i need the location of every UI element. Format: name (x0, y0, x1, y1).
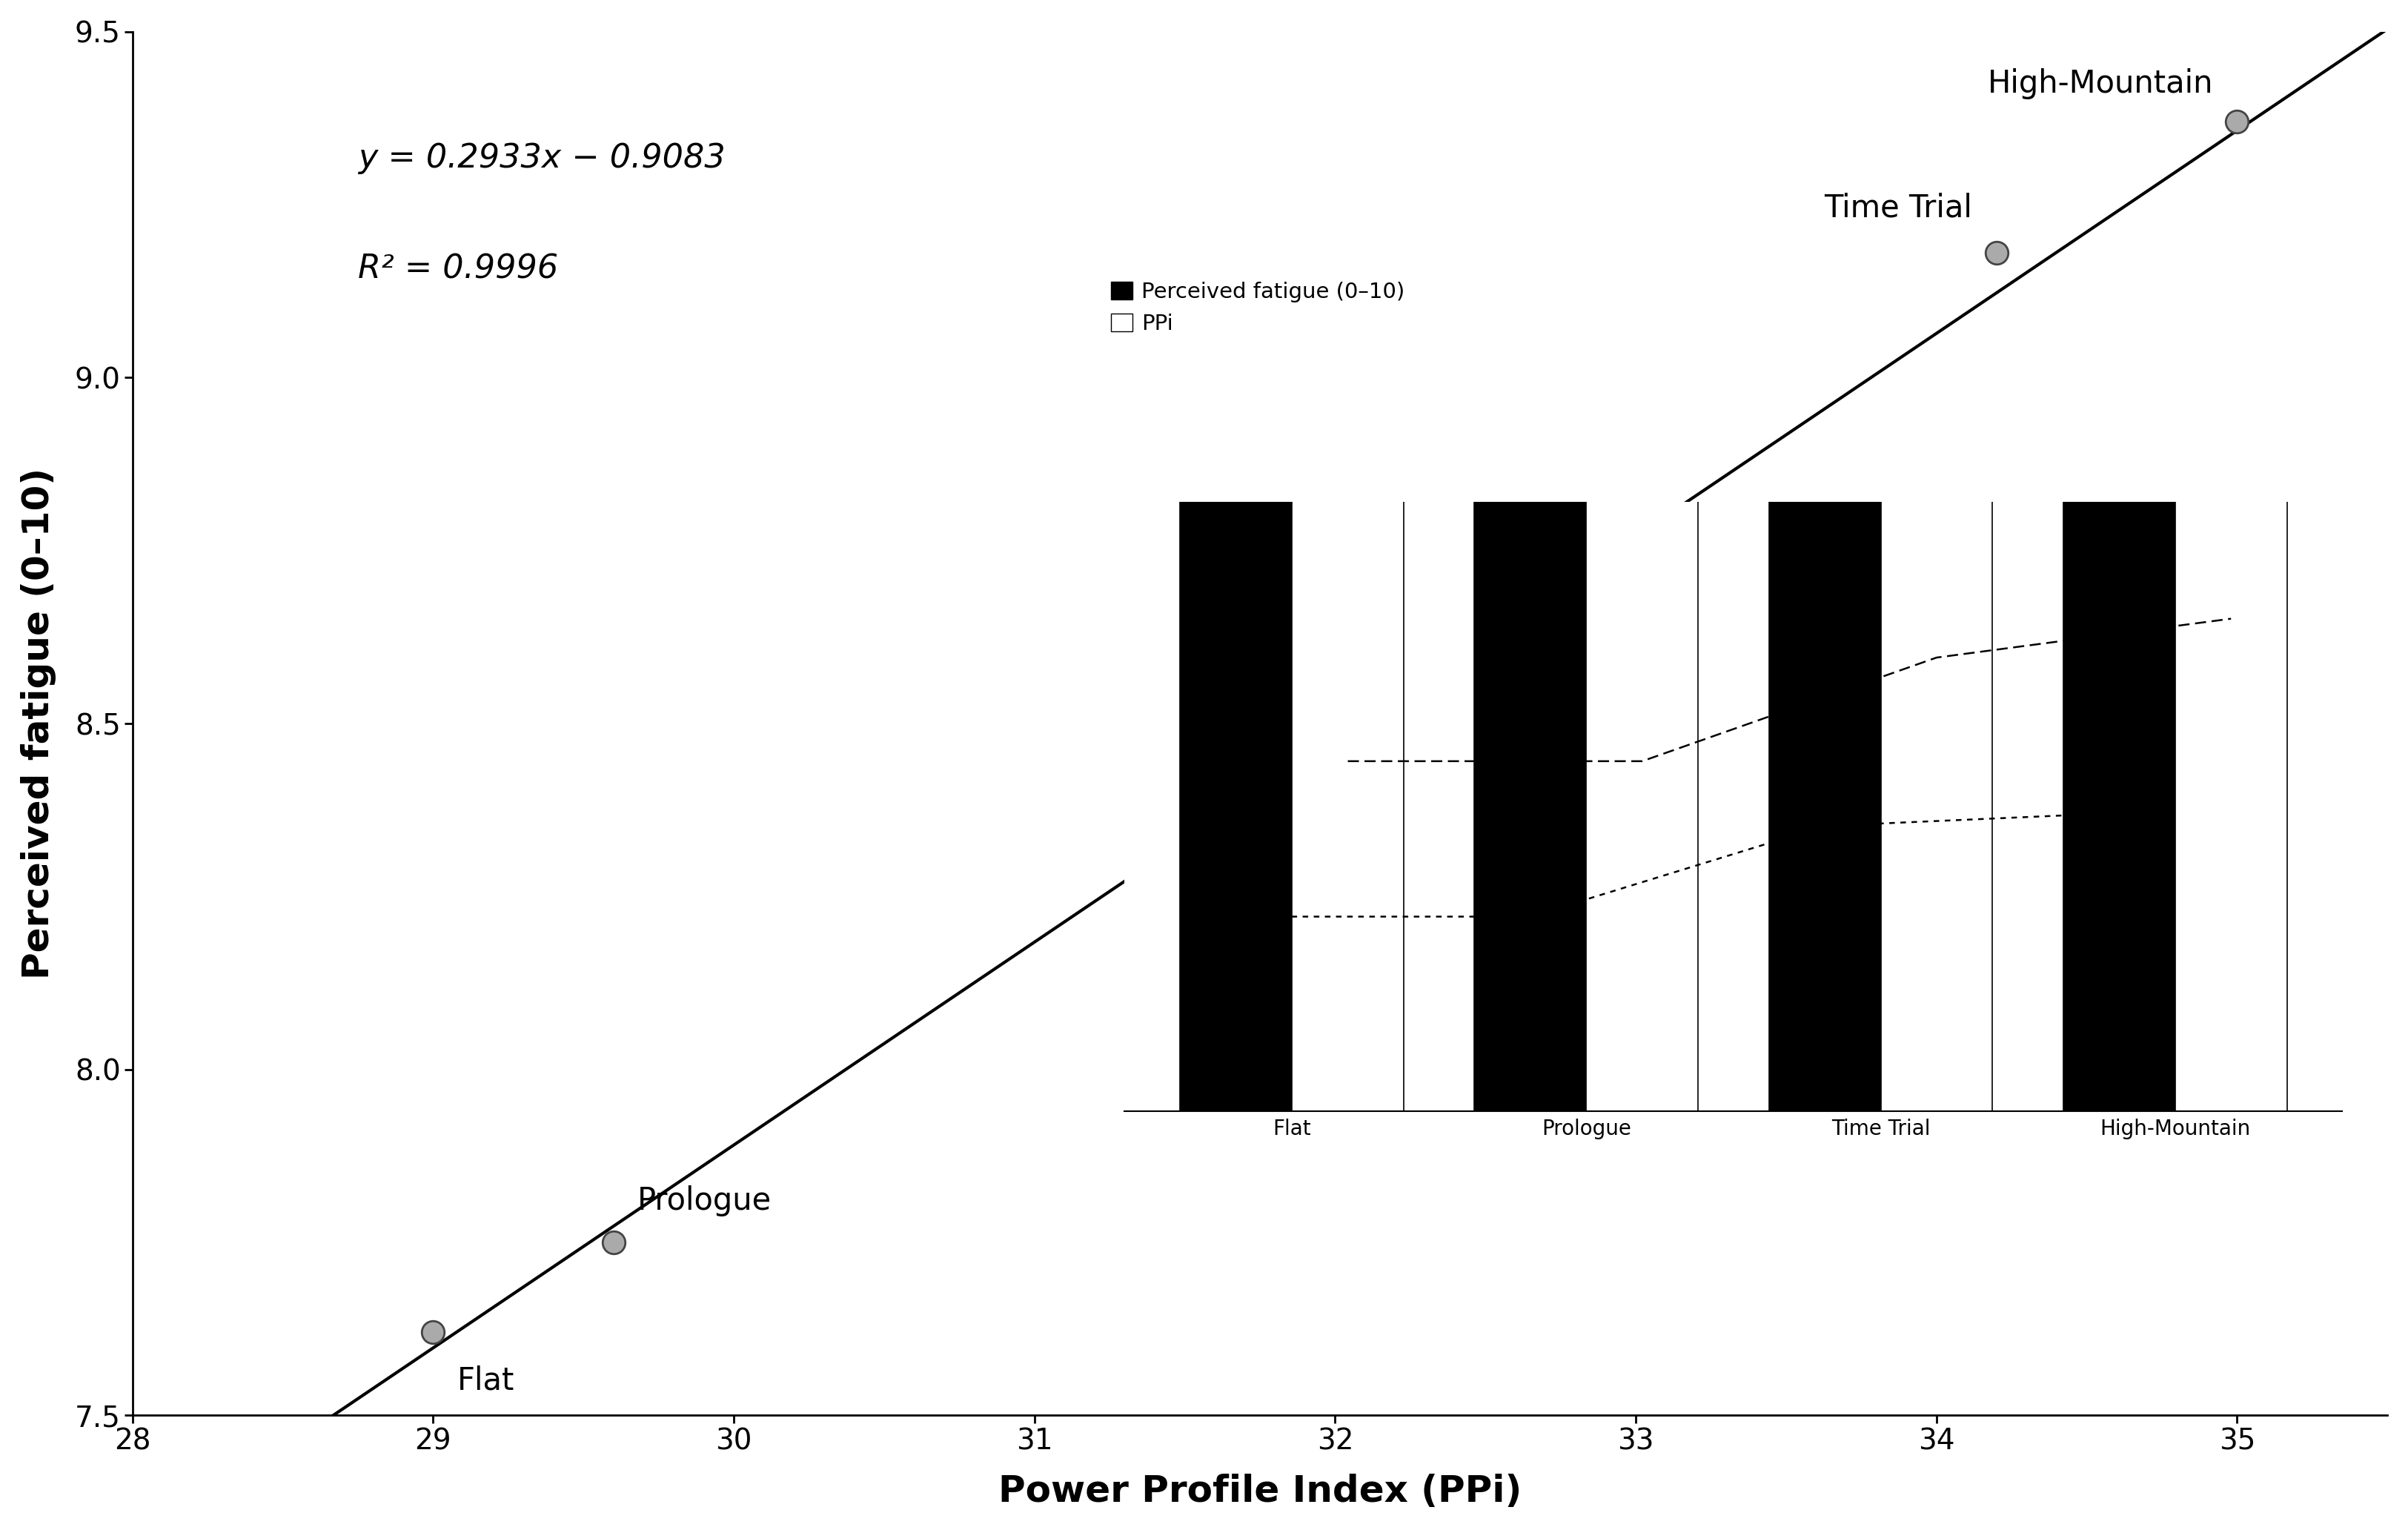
Point (1977, 240, 2015, 265)
Point (414, 1320, 453, 1345)
Text: Time Trial: Time Trial (1825, 193, 1972, 223)
Point (2218, 110, 2256, 135)
Text: Flat: Flat (458, 1365, 515, 1397)
Text: High-Mountain: High-Mountain (1987, 67, 2213, 99)
Y-axis label: Perceived fatigue (0–10): Perceived fatigue (0–10) (22, 468, 55, 979)
Text: y = 0.2933x − 0.9083: y = 0.2933x − 0.9083 (359, 142, 725, 174)
X-axis label: Power Profile Index (PPi): Power Profile Index (PPi) (999, 1473, 1522, 1510)
Text: Prologue: Prologue (638, 1186, 773, 1216)
Point (595, 1230, 633, 1255)
Text: R² = 0.9996: R² = 0.9996 (359, 252, 559, 285)
